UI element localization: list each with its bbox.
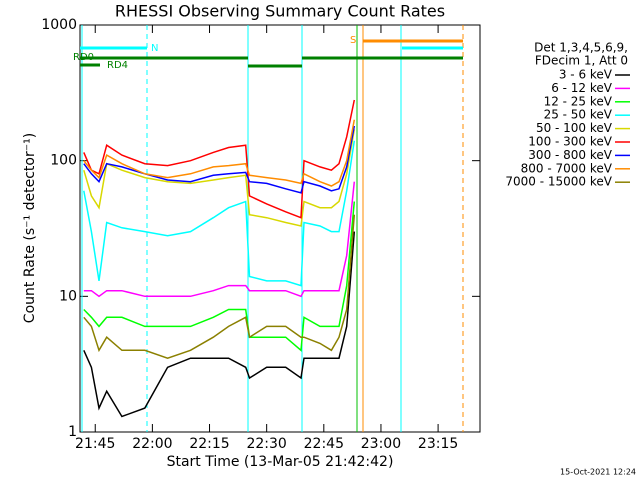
legend-title: Det 1,3,4,5,6,9, [534,41,628,55]
series-line [83,125,356,194]
x-tick-label: 22:30 [246,436,286,452]
x-tick-label: 22:45 [304,436,344,452]
y-axis-label: Count Rate (s⁻¹ detector⁻¹) [22,133,38,323]
legend-label: 800 - 7000 keV [521,161,613,175]
footer: 15-Oct-2021 12:24 [560,468,636,477]
flag-label: S [350,35,356,46]
y-tick-label: 1000 [41,17,77,33]
series-line [83,129,356,227]
legend-label: 3 - 6 keV [559,68,613,82]
flag-label: RD0 [73,52,94,63]
series-line [83,214,356,359]
series-line [83,99,356,219]
series-line [83,231,356,418]
series-line [83,119,356,187]
x-tick-label: 22:15 [189,436,229,452]
series-line [83,140,356,287]
legend-label: 50 - 100 keV [536,121,613,135]
legend-title: FDecim 1, Att 0 [535,54,628,68]
y-tick-label: 1 [68,424,77,440]
series-line [83,201,356,352]
x-tick-label: 22:00 [132,436,172,452]
y-tick-label: 10 [59,288,77,304]
legend-label: 12 - 25 keV [544,94,613,108]
legend-label: 100 - 300 keV [528,135,612,149]
legend-label: 6 - 12 keV [551,81,613,95]
x-tick-label: 21:45 [75,436,115,452]
legend-label: 300 - 800 keV [528,148,612,162]
flag-label: N [151,43,158,54]
legend-label: 25 - 50 keV [544,108,613,122]
x-axis-label: Start Time (13-Mar-05 21:42:42) [167,454,394,470]
series-line [83,181,356,298]
y-tick-label: 100 [50,153,77,169]
plot-frame [79,24,481,433]
legend-label: 7000 - 15000 keV [505,175,612,189]
flag-label: RD4 [107,60,128,71]
chart-title: RHESSI Observing Summary Count Rates [115,2,445,21]
x-tick-label: 23:15 [418,436,458,452]
x-tick-label: 23:00 [361,436,401,452]
